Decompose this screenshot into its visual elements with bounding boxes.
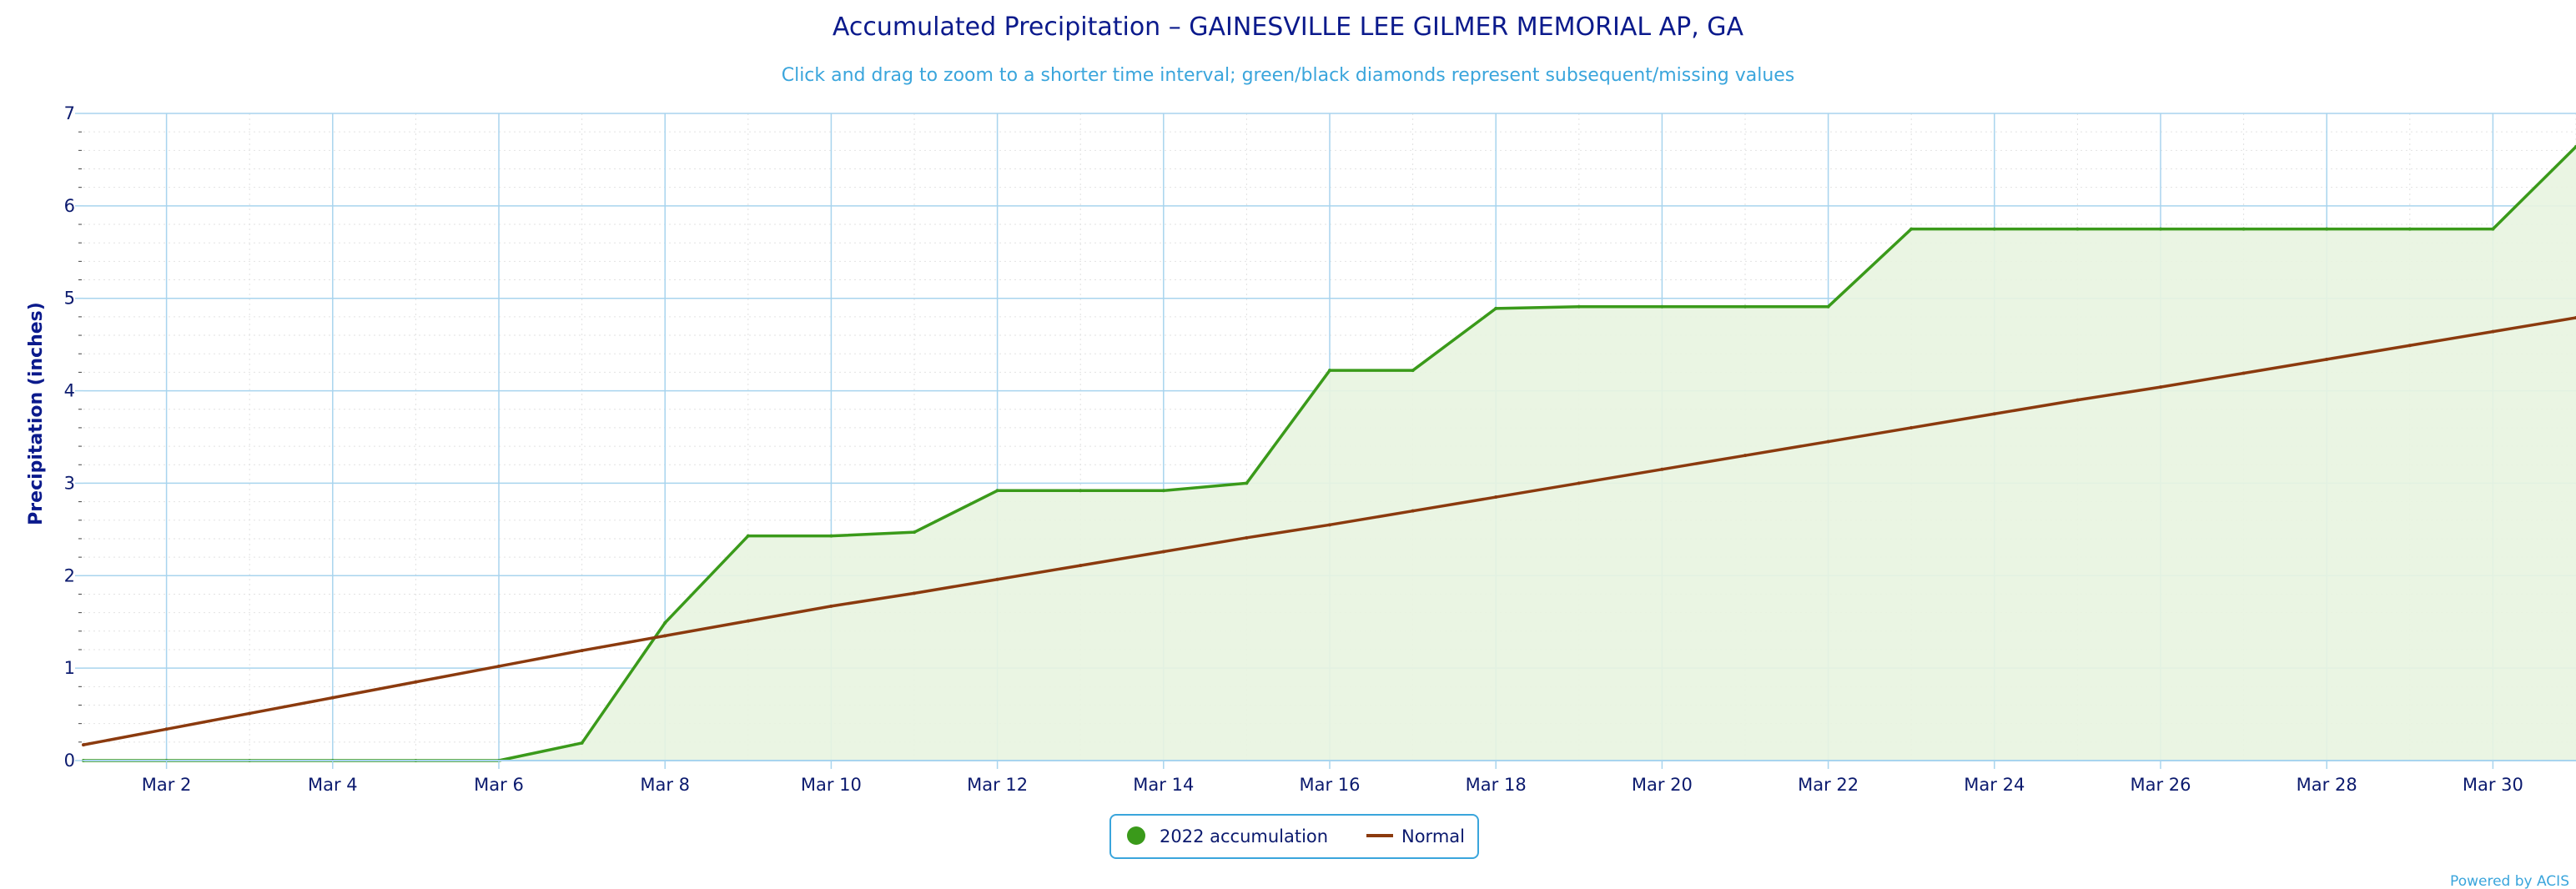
normal-point (1577, 481, 1581, 485)
accumulation-point (2075, 227, 2080, 231)
accumulation-point (829, 534, 833, 538)
y-tick-label: 2 (64, 565, 75, 585)
chart-subtitle: Click and drag to zoom to a shorter time… (782, 65, 1795, 86)
normal-point (414, 680, 418, 684)
y-tick-label: 0 (64, 751, 75, 771)
accumulation-point (2241, 227, 2246, 231)
normal-point (164, 727, 169, 731)
normal-point (580, 649, 584, 653)
accumulation-point (1161, 489, 1165, 493)
normal-point (2075, 398, 2080, 402)
y-tick-label: 4 (64, 381, 75, 401)
normal-point (2325, 357, 2329, 361)
normal-point (663, 634, 667, 638)
accumulation-point (1826, 304, 1830, 309)
x-tick-label: Mar 6 (474, 775, 524, 795)
x-tick-label: Mar 4 (308, 775, 358, 795)
normal-point (1909, 425, 1914, 429)
y-tick-label: 5 (64, 289, 75, 309)
x-tick-label: Mar 10 (801, 775, 862, 795)
accumulation-point (2491, 227, 2495, 231)
normal-point (2241, 371, 2246, 375)
normal-point (330, 696, 335, 700)
legend[interactable]: 2022 accumulation Normal (1109, 814, 1479, 859)
plot-series (82, 144, 2576, 762)
normal-point (995, 577, 999, 581)
accumulation-point (1577, 304, 1581, 309)
normal-point (829, 604, 833, 608)
normal-point (2159, 385, 2162, 389)
normal-point (1411, 509, 1415, 513)
accumulation-point (1992, 227, 1996, 231)
accumulation-point (746, 534, 750, 538)
accumulation-point (1494, 306, 1498, 310)
accumulation-point (913, 530, 916, 535)
normal-point (497, 664, 501, 668)
accumulation-point (2407, 227, 2412, 231)
normal-point (913, 591, 916, 595)
normal-point (2407, 344, 2412, 348)
accumulation-point (995, 489, 999, 493)
normal-point (248, 711, 252, 716)
normal-point (746, 619, 750, 623)
x-tick-label: Mar 30 (2463, 775, 2523, 795)
y-tick-label: 1 (64, 658, 75, 678)
normal-point (1826, 439, 1830, 444)
normal-point (1494, 495, 1498, 500)
accumulation-area (83, 146, 2576, 761)
powered-by-credit[interactable]: Powered by ACIS (2450, 873, 2569, 889)
x-tick-label: Mar 2 (142, 775, 192, 795)
y-tick-label: 3 (64, 473, 75, 493)
y-axis-label: Precipitation (inches) (26, 302, 47, 525)
x-tick-label: Mar 22 (1798, 775, 1859, 795)
accumulation-point (1245, 481, 1249, 485)
x-tick-label: Mar 24 (1964, 775, 2025, 795)
x-tick-label: Mar 28 (2297, 775, 2357, 795)
legend-label-accumulation[interactable]: 2022 accumulation (1160, 826, 1328, 846)
normal-point (1660, 467, 1664, 471)
legend-marker-accumulation (1127, 826, 1145, 845)
normal-point (2491, 329, 2495, 334)
accumulation-point (1743, 304, 1747, 309)
normal-point (1992, 412, 1996, 416)
x-tick-label: Mar 16 (1299, 775, 1360, 795)
x-tick-label: Mar 14 (1133, 775, 1194, 795)
normal-point (1161, 550, 1165, 554)
accumulation-point (2159, 227, 2162, 231)
x-tick-label: Mar 26 (2130, 775, 2191, 795)
accumulation-point (1328, 369, 1331, 373)
x-axis: Mar 2 Mar 4 Mar 6 Mar 8 Mar 10 Mar 12 Mar 14 Ma… (83, 760, 2576, 795)
accumulation-point (2325, 227, 2329, 231)
x-tick-label: Mar 18 (1466, 775, 1527, 795)
y-axis: 0 1 2 3 4 5 6 7 (64, 103, 83, 771)
accumulation-point (663, 620, 667, 625)
accumulation-point (580, 741, 584, 745)
x-tick-label: Mar 8 (640, 775, 690, 795)
normal-point (82, 743, 85, 747)
normal-point (1079, 564, 1083, 568)
legend-label-normal[interactable]: Normal (1401, 826, 1465, 846)
x-tick-label: Mar 12 (967, 775, 1028, 795)
accumulation-point (1660, 304, 1664, 309)
normal-point (1328, 523, 1331, 527)
normal-point (1245, 535, 1249, 540)
legend-box (1109, 814, 1479, 859)
x-tick-label: Mar 20 (1632, 775, 1693, 795)
y-tick-label: 7 (64, 103, 75, 123)
accumulation-point (1411, 369, 1415, 373)
accumulation-point (1079, 489, 1083, 493)
y-tick-label: 6 (64, 196, 75, 216)
accumulation-point (1909, 227, 1914, 231)
chart-title: Accumulated Precipitation – GAINESVILLE … (833, 13, 1744, 42)
normal-point (1743, 454, 1747, 458)
